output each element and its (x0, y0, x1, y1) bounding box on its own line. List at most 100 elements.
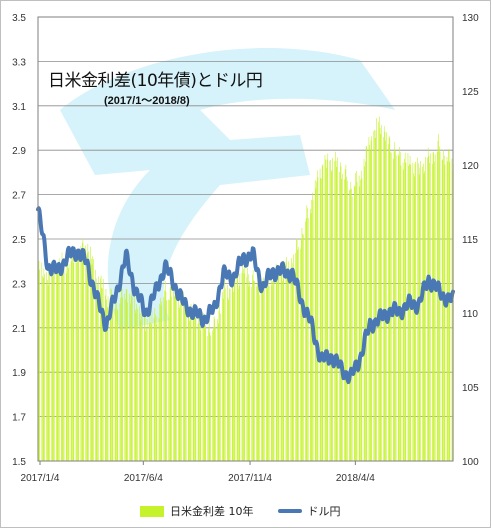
bar (82, 238, 84, 461)
bar (330, 159, 331, 461)
bar (280, 270, 282, 461)
bar (148, 323, 150, 461)
right-tick-label: 110 (462, 309, 478, 320)
bar (249, 281, 250, 461)
bar (96, 291, 98, 461)
bar (254, 281, 255, 461)
bar (375, 130, 377, 462)
bar (65, 273, 67, 461)
bar (101, 287, 103, 461)
bar (297, 249, 299, 461)
bar (390, 151, 391, 462)
bar (227, 284, 228, 461)
bar (334, 161, 336, 462)
watermark-logo (60, 48, 395, 330)
bar (219, 305, 220, 461)
bar (61, 252, 63, 461)
bar (155, 314, 156, 461)
bar (287, 269, 288, 461)
bar (300, 238, 302, 461)
bar (380, 134, 382, 461)
bar (155, 324, 157, 461)
bar (432, 151, 434, 462)
bar (278, 270, 280, 461)
bar (433, 152, 435, 461)
bar (442, 159, 444, 461)
bar (38, 260, 40, 461)
bar (429, 162, 430, 462)
bar (115, 301, 117, 461)
bar (77, 249, 78, 461)
right-tick-label: 125 (462, 87, 479, 98)
bar (174, 288, 176, 461)
bar (88, 251, 89, 461)
bar (305, 221, 306, 461)
bar (154, 308, 156, 461)
bar (170, 286, 172, 461)
bar (185, 301, 187, 461)
bar (190, 303, 192, 461)
bar (66, 261, 68, 461)
bar (190, 313, 191, 461)
bar (383, 137, 384, 461)
bar (366, 146, 368, 462)
right-tick-label: 120 (462, 161, 479, 172)
bar (405, 162, 407, 461)
bar (184, 309, 186, 461)
bar (327, 153, 329, 461)
bar (252, 270, 254, 461)
bar (273, 270, 275, 461)
bar (217, 323, 219, 461)
bar (178, 308, 180, 461)
bar (447, 161, 449, 462)
right-tick-label: 115 (462, 235, 478, 246)
bar (71, 253, 73, 461)
chart-subtitle: (2017/1～2018/8) (104, 95, 190, 107)
bar (166, 300, 167, 461)
bar (412, 162, 414, 462)
bar (331, 170, 333, 462)
right-tick-label: 130 (462, 13, 479, 24)
bar (237, 276, 239, 461)
bar (448, 149, 450, 461)
bar (85, 245, 87, 461)
left-tick-label: 2.3 (12, 279, 26, 290)
bar (63, 263, 65, 461)
bar (52, 276, 54, 461)
bar (117, 310, 119, 461)
bar (388, 144, 389, 461)
bar (67, 258, 68, 461)
bar (419, 167, 421, 462)
bar (137, 308, 138, 461)
bar (46, 272, 47, 461)
bar (127, 302, 128, 461)
left-tick-label: 1.7 (12, 413, 26, 424)
bar (307, 218, 309, 461)
bar (164, 290, 165, 461)
bar (95, 278, 97, 461)
bar (329, 160, 331, 461)
right-tick-label: 100 (462, 457, 479, 468)
bar (429, 153, 431, 461)
bar (266, 278, 267, 461)
bar (229, 289, 231, 461)
bar (244, 262, 246, 461)
bar (203, 312, 204, 461)
bar (363, 159, 365, 461)
bar (61, 262, 62, 461)
bar (146, 328, 147, 461)
bar (131, 287, 133, 461)
bar (259, 295, 260, 461)
bar (345, 164, 347, 461)
bar (291, 258, 292, 461)
bar (441, 160, 443, 462)
bar (194, 315, 195, 461)
bar (63, 269, 64, 461)
bar (320, 178, 322, 461)
line-series-usdjpy (36, 206, 455, 385)
bar (443, 155, 445, 462)
bar (305, 218, 307, 461)
right-tick-label: 105 (462, 383, 479, 394)
bar (241, 272, 243, 461)
bar (295, 253, 296, 461)
